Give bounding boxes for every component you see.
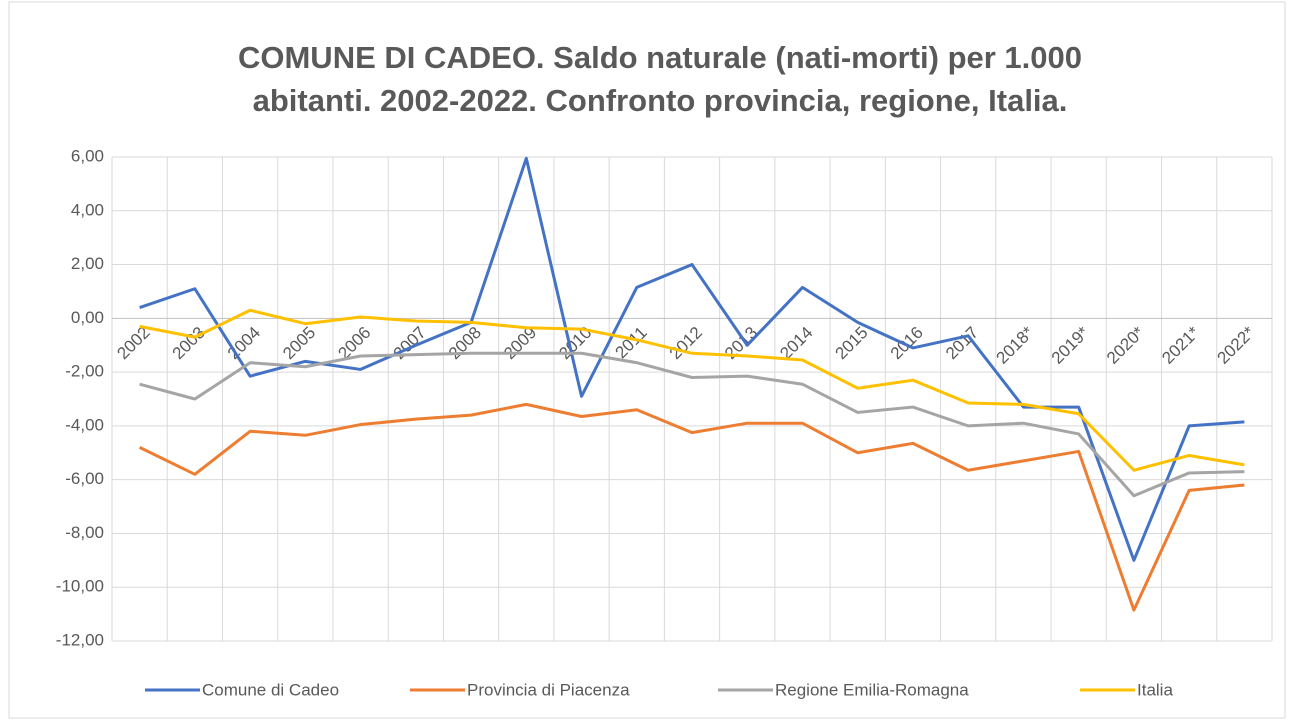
chart-title: abitanti. 2002-2022. Confronto provincia… [253,83,1068,118]
y-tick-label: 2,00 [71,254,104,273]
y-tick-label: -6,00 [65,469,104,488]
series-line [138,402,1245,612]
y-tick-label: -8,00 [65,523,104,542]
y-tick-label: -2,00 [65,362,104,381]
legend-label: Regione Emilia-Romagna [775,680,969,699]
legend-label: Comune di Cadeo [202,680,339,699]
legend-label: Italia [1137,680,1173,699]
series-line [139,308,1245,472]
y-tick-label: -4,00 [65,415,104,434]
y-tick-label: -12,00 [56,630,104,649]
chart-frame [8,1,1286,719]
legend-label: Provincia di Piacenza [467,680,630,699]
y-tick-label: -10,00 [56,577,104,596]
chart-title: COMUNE DI CADEO. Saldo naturale (nati-mo… [238,40,1082,75]
y-tick-label: 0,00 [71,308,104,327]
y-tick-label: 6,00 [71,146,104,165]
y-tick-label: 4,00 [71,200,104,219]
series-line [139,351,1245,498]
